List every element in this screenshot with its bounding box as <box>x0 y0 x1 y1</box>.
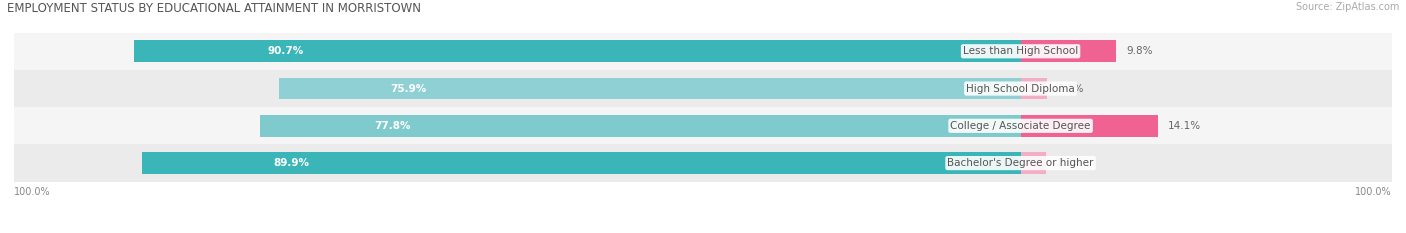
Text: 77.8%: 77.8% <box>374 121 411 131</box>
Text: EMPLOYMENT STATUS BY EDUCATIONAL ATTAINMENT IN MORRISTOWN: EMPLOYMENT STATUS BY EDUCATIONAL ATTAINM… <box>7 2 420 15</box>
Bar <box>1021 152 1046 174</box>
Text: Bachelor's Degree or higher: Bachelor's Degree or higher <box>948 158 1094 168</box>
Bar <box>1021 78 1047 99</box>
Bar <box>14 70 1392 107</box>
Bar <box>1021 115 1159 137</box>
Bar <box>134 41 1021 62</box>
Text: Less than High School: Less than High School <box>963 46 1078 56</box>
Bar <box>14 144 1392 182</box>
Bar <box>14 33 1392 70</box>
Text: 14.1%: 14.1% <box>1168 121 1201 131</box>
Text: 90.7%: 90.7% <box>267 46 304 56</box>
Bar <box>1021 41 1116 62</box>
Bar <box>278 78 1021 99</box>
Text: 2.6%: 2.6% <box>1056 158 1083 168</box>
Text: 100.0%: 100.0% <box>14 187 51 197</box>
Bar <box>142 152 1021 174</box>
Text: 9.8%: 9.8% <box>1126 46 1153 56</box>
Text: 75.9%: 75.9% <box>389 84 426 93</box>
Text: 100.0%: 100.0% <box>1355 187 1392 197</box>
Text: College / Associate Degree: College / Associate Degree <box>950 121 1091 131</box>
Text: Source: ZipAtlas.com: Source: ZipAtlas.com <box>1295 2 1399 12</box>
Text: 2.7%: 2.7% <box>1057 84 1083 93</box>
Text: High School Diploma: High School Diploma <box>966 84 1076 93</box>
Bar <box>14 107 1392 144</box>
Bar <box>260 115 1021 137</box>
Text: 89.9%: 89.9% <box>274 158 309 168</box>
